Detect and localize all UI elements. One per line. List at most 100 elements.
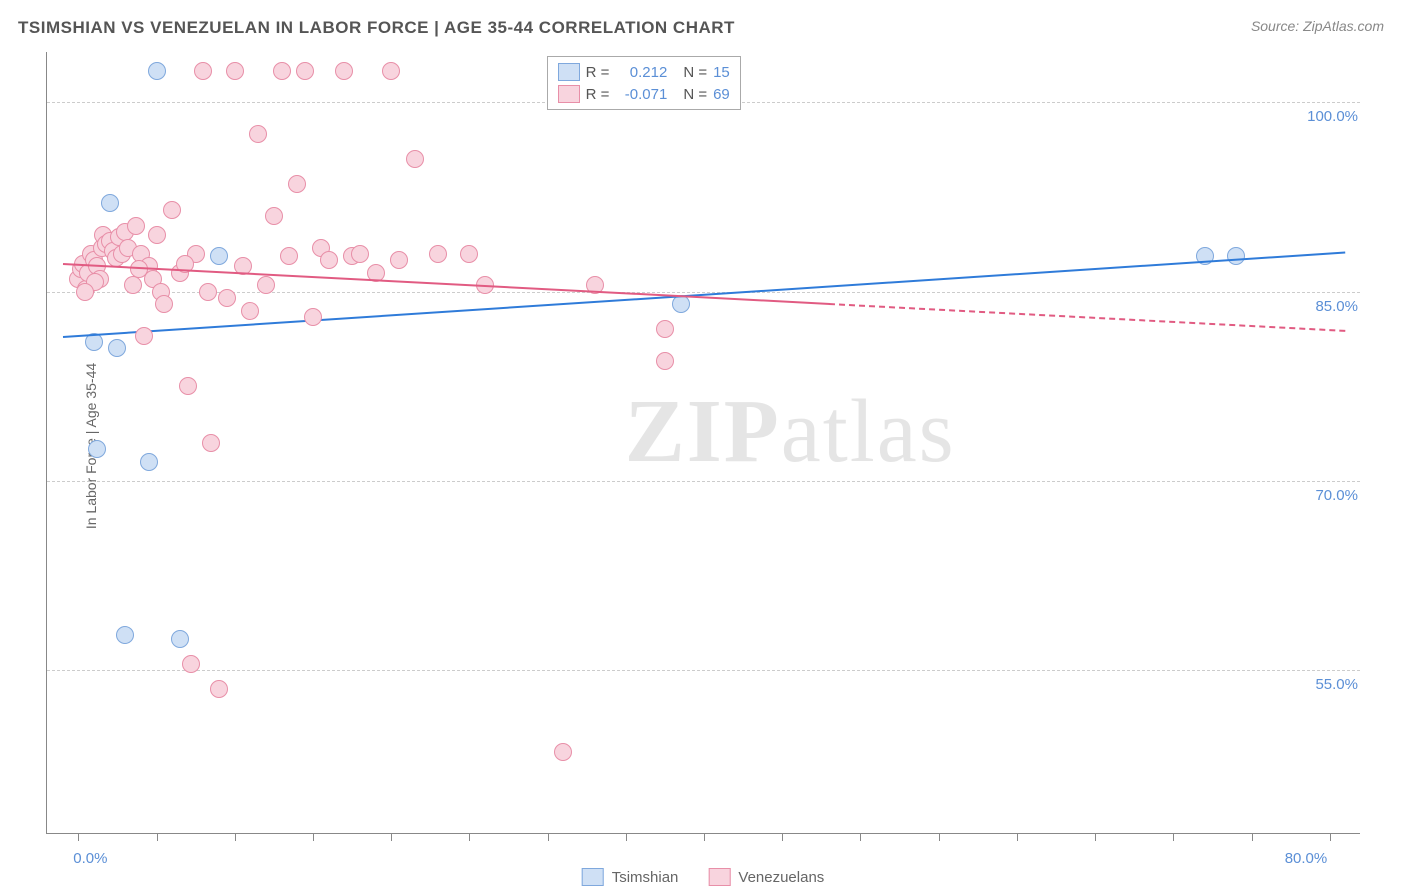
correlation-legend: R = 0.212 N = 15 R = -0.071 N = 69 bbox=[547, 56, 741, 110]
gridline bbox=[47, 292, 1360, 293]
data-point bbox=[390, 251, 408, 269]
data-point bbox=[108, 339, 126, 357]
trend-line bbox=[63, 251, 1346, 338]
data-point bbox=[182, 655, 200, 673]
data-point bbox=[171, 630, 189, 648]
x-tick bbox=[1173, 833, 1174, 841]
legend-label: Venezuelans bbox=[738, 869, 824, 886]
x-tick bbox=[235, 833, 236, 841]
legend-item-tsimshian: Tsimshian bbox=[582, 868, 679, 886]
x-tick bbox=[1095, 833, 1096, 841]
x-tick bbox=[626, 833, 627, 841]
x-tick bbox=[1252, 833, 1253, 841]
swatch-icon bbox=[558, 85, 580, 103]
r-value: -0.071 bbox=[615, 86, 667, 103]
y-tick-label: 85.0% bbox=[1298, 298, 1358, 315]
swatch-icon bbox=[558, 63, 580, 81]
x-tick bbox=[860, 833, 861, 841]
data-point bbox=[280, 247, 298, 265]
data-point bbox=[429, 245, 447, 263]
data-point bbox=[226, 62, 244, 80]
r-value: 0.212 bbox=[615, 64, 667, 81]
data-point bbox=[116, 626, 134, 644]
data-point bbox=[135, 327, 153, 345]
x-tick bbox=[157, 833, 158, 841]
data-point bbox=[460, 245, 478, 263]
watermark-bold: ZIP bbox=[625, 382, 781, 481]
data-point bbox=[554, 743, 572, 761]
data-point bbox=[202, 434, 220, 452]
data-point bbox=[273, 62, 291, 80]
bottom-legend: Tsimshian Venezuelans bbox=[582, 868, 825, 886]
data-point bbox=[335, 62, 353, 80]
data-point bbox=[194, 62, 212, 80]
trend-line bbox=[829, 303, 1345, 332]
data-point bbox=[210, 680, 228, 698]
legend-item-venezuelans: Venezuelans bbox=[708, 868, 824, 886]
legend-row: R = -0.071 N = 69 bbox=[558, 83, 730, 105]
x-tick bbox=[782, 833, 783, 841]
data-point bbox=[148, 62, 166, 80]
data-point bbox=[124, 276, 142, 294]
y-tick-label: 100.0% bbox=[1298, 108, 1358, 125]
swatch-icon bbox=[708, 868, 730, 886]
data-point bbox=[351, 245, 369, 263]
x-tick bbox=[1017, 833, 1018, 841]
x-tick bbox=[548, 833, 549, 841]
x-tick-label: 0.0% bbox=[73, 850, 107, 867]
r-label: R = bbox=[586, 86, 610, 103]
data-point bbox=[1227, 247, 1245, 265]
data-point bbox=[199, 283, 217, 301]
n-label: N = bbox=[683, 86, 707, 103]
data-point bbox=[656, 320, 674, 338]
watermark: ZIPatlas bbox=[625, 380, 956, 483]
legend-label: Tsimshian bbox=[612, 869, 679, 886]
x-tick-label: 80.0% bbox=[1285, 850, 1328, 867]
data-point bbox=[656, 352, 674, 370]
data-point bbox=[406, 150, 424, 168]
n-label: N = bbox=[683, 64, 707, 81]
data-point bbox=[179, 377, 197, 395]
data-point bbox=[672, 295, 690, 313]
plot-area: ZIPatlas bbox=[46, 52, 1360, 834]
data-point bbox=[76, 283, 94, 301]
y-tick-label: 70.0% bbox=[1298, 487, 1358, 504]
x-tick bbox=[469, 833, 470, 841]
swatch-icon bbox=[582, 868, 604, 886]
data-point bbox=[88, 440, 106, 458]
n-value: 69 bbox=[713, 86, 730, 103]
data-point bbox=[127, 217, 145, 235]
data-point bbox=[101, 194, 119, 212]
data-point bbox=[257, 276, 275, 294]
watermark-rest: atlas bbox=[781, 382, 956, 481]
data-point bbox=[249, 125, 267, 143]
x-tick bbox=[1330, 833, 1331, 841]
gridline bbox=[47, 481, 1360, 482]
data-point bbox=[163, 201, 181, 219]
data-point bbox=[218, 289, 236, 307]
source-label: Source: ZipAtlas.com bbox=[1251, 18, 1384, 34]
r-label: R = bbox=[586, 64, 610, 81]
x-tick bbox=[313, 833, 314, 841]
chart-title: TSIMSHIAN VS VENEZUELAN IN LABOR FORCE |… bbox=[18, 18, 735, 38]
n-value: 15 bbox=[713, 64, 730, 81]
data-point bbox=[140, 453, 158, 471]
x-tick bbox=[78, 833, 79, 841]
gridline bbox=[47, 670, 1360, 671]
data-point bbox=[296, 62, 314, 80]
x-tick bbox=[391, 833, 392, 841]
trend-line bbox=[63, 263, 830, 305]
data-point bbox=[288, 175, 306, 193]
data-point bbox=[382, 62, 400, 80]
x-tick bbox=[704, 833, 705, 841]
data-point bbox=[241, 302, 259, 320]
legend-row: R = 0.212 N = 15 bbox=[558, 61, 730, 83]
x-tick bbox=[939, 833, 940, 841]
data-point bbox=[210, 247, 228, 265]
data-point bbox=[265, 207, 283, 225]
y-tick-label: 55.0% bbox=[1298, 676, 1358, 693]
data-point bbox=[304, 308, 322, 326]
data-point bbox=[320, 251, 338, 269]
data-point bbox=[148, 226, 166, 244]
data-point bbox=[155, 295, 173, 313]
